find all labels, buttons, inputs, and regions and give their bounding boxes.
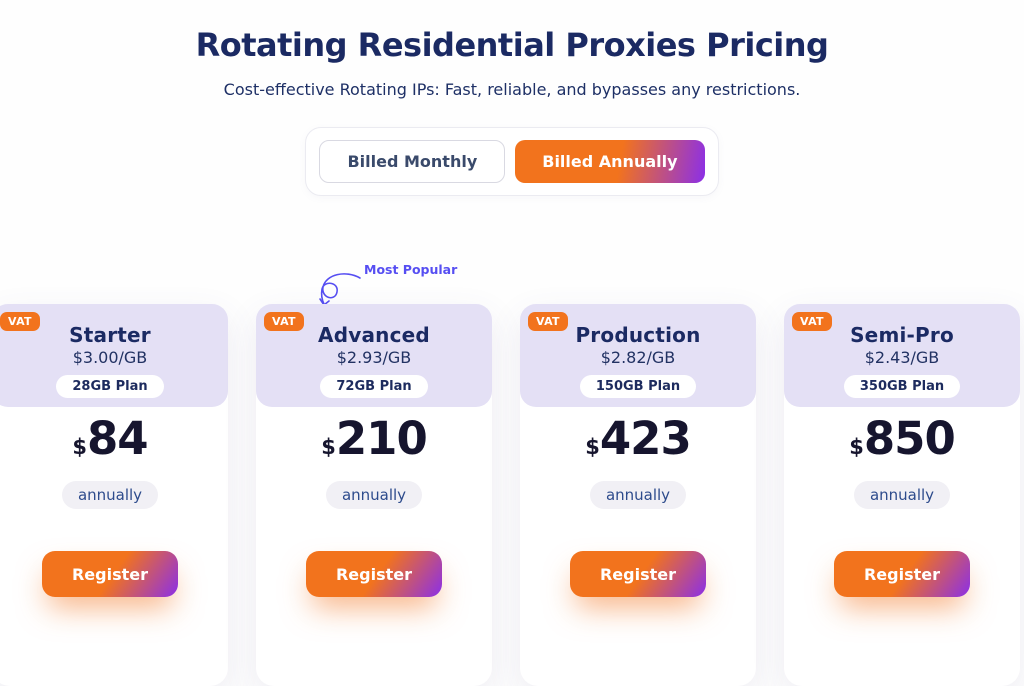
plan-name: Advanced — [318, 323, 430, 347]
plan-size-badge: 150GB Plan — [579, 375, 697, 398]
plan-size-badge: 350GB Plan — [843, 375, 961, 398]
plan-price: $210 — [256, 416, 492, 472]
vat-badge: VAT — [0, 312, 40, 331]
pricing-cards-row: VAT Starter $3.00/GB 28GB Plan $84 annua… — [0, 304, 1020, 686]
page-subtitle: Cost-effective Rotating IPs: Fast, relia… — [223, 80, 801, 99]
currency-symbol: $ — [72, 435, 87, 459]
plan-name: Starter — [69, 323, 151, 347]
plan-rate: $2.82/GB — [600, 348, 676, 367]
billed-monthly-button[interactable]: Billed Monthly — [319, 140, 506, 183]
billing-period-badge: annually — [853, 481, 951, 509]
plan-rate: $3.00/GB — [72, 348, 148, 367]
billing-toggle: Billed Monthly Billed Annually — [305, 127, 719, 196]
vat-badge: VAT — [528, 312, 568, 331]
billing-period-row: annually — [256, 481, 492, 509]
billing-period-badge: annually — [325, 481, 423, 509]
plan-rate: $2.93/GB — [336, 348, 412, 367]
card-header: VAT Starter $3.00/GB 28GB Plan — [0, 304, 228, 407]
plan-size-badge: 72GB Plan — [320, 375, 428, 398]
pricing-card-production: VAT Production $2.82/GB 150GB Plan $423 … — [520, 304, 756, 686]
register-button[interactable]: Register — [834, 551, 970, 597]
currency-symbol: $ — [849, 435, 864, 459]
billing-period-badge: annually — [61, 481, 159, 509]
plan-size-badge: 28GB Plan — [56, 375, 164, 398]
register-button[interactable]: Register — [570, 551, 706, 597]
vat-badge: VAT — [264, 312, 304, 331]
billing-period-badge: annually — [589, 481, 687, 509]
most-popular-label: Most Popular — [364, 262, 458, 277]
vat-badge: VAT — [792, 312, 832, 331]
most-popular-annotation: Most Popular — [316, 262, 457, 310]
billing-period-row: annually — [0, 481, 228, 509]
currency-symbol: $ — [321, 435, 336, 459]
plan-name: Semi-Pro — [850, 323, 954, 347]
price-amount: 210 — [335, 412, 428, 465]
price-amount: 423 — [599, 412, 692, 465]
billing-period-row: annually — [520, 481, 756, 509]
page-title: Rotating Residential Proxies Pricing — [195, 26, 829, 64]
plan-price: $84 — [0, 416, 228, 472]
register-button[interactable]: Register — [42, 551, 178, 597]
plan-name: Production — [575, 323, 701, 347]
register-button[interactable]: Register — [306, 551, 442, 597]
currency-symbol: $ — [585, 435, 600, 459]
plan-price: $423 — [520, 416, 756, 472]
plan-price: $850 — [784, 416, 1020, 472]
price-amount: 84 — [87, 412, 149, 465]
card-header: VAT Production $2.82/GB 150GB Plan — [520, 304, 756, 407]
price-amount: 850 — [863, 412, 956, 465]
card-header: VAT Advanced $2.93/GB 72GB Plan — [256, 304, 492, 407]
pricing-card-starter: VAT Starter $3.00/GB 28GB Plan $84 annua… — [0, 304, 228, 686]
plan-rate: $2.43/GB — [864, 348, 940, 367]
card-header: VAT Semi-Pro $2.43/GB 350GB Plan — [784, 304, 1020, 407]
billed-annually-button[interactable]: Billed Annually — [515, 140, 705, 183]
pricing-card-advanced: VAT Advanced $2.93/GB 72GB Plan $210 ann… — [256, 304, 492, 686]
pricing-card-semi-pro: VAT Semi-Pro $2.43/GB 350GB Plan $850 an… — [784, 304, 1020, 686]
billing-period-row: annually — [784, 481, 1020, 509]
